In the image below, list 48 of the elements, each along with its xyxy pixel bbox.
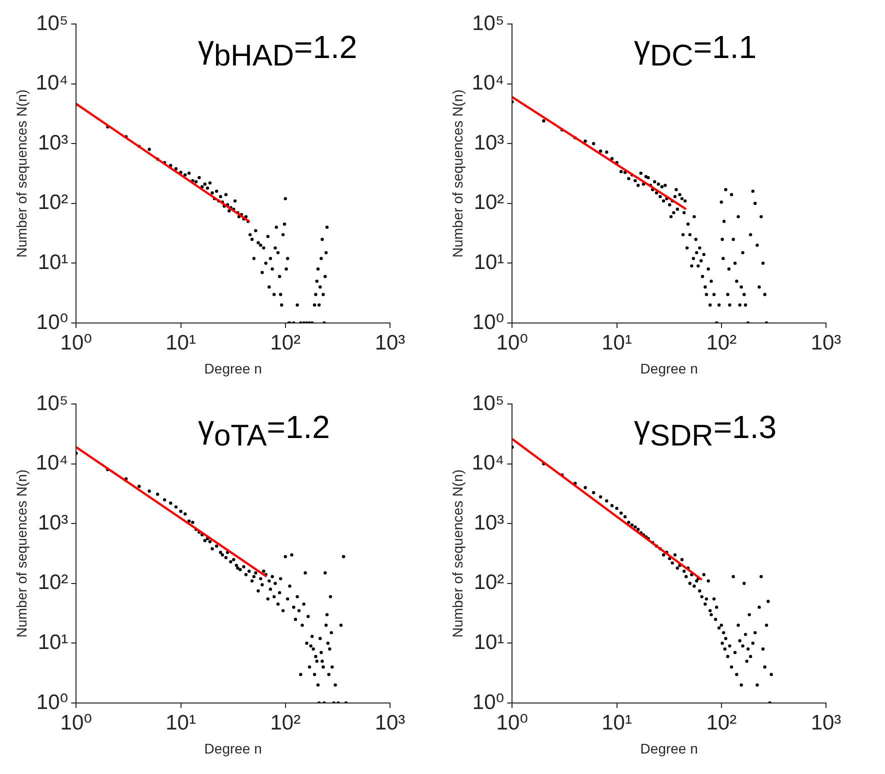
y-axis-title: Number of sequences N(n) bbox=[449, 89, 466, 258]
y-axis-title: Number of sequences N(n) bbox=[13, 89, 30, 258]
y-tick-label: 10⁰ bbox=[472, 690, 504, 714]
x-tick-label: 10¹ bbox=[166, 331, 196, 354]
y-tick-label: 10⁴ bbox=[36, 72, 68, 95]
x-tick-label: 10⁰ bbox=[496, 711, 528, 734]
y-tick-label: 10¹ bbox=[38, 630, 68, 654]
y-tick-label: 10⁴ bbox=[472, 452, 504, 475]
y-tick-label: 10² bbox=[38, 191, 68, 214]
x-tick-label: 10⁰ bbox=[60, 331, 92, 354]
y-tick-label: 10³ bbox=[474, 131, 504, 154]
x-tick-label: 10⁰ bbox=[496, 331, 528, 354]
x-tick-label: 10² bbox=[270, 331, 301, 354]
x-tick-label: 10¹ bbox=[602, 331, 632, 354]
y-tick-label: 10⁵ bbox=[36, 392, 68, 415]
y-tick-label: 10² bbox=[474, 191, 504, 214]
y-tick-label: 10⁵ bbox=[472, 12, 504, 35]
x-tick-label: 10² bbox=[706, 331, 737, 354]
x-axis-title: Degree n bbox=[204, 360, 262, 376]
y-tick-label: 10⁰ bbox=[36, 310, 68, 334]
y-tick-label: 10¹ bbox=[474, 630, 504, 654]
y-tick-label: 10¹ bbox=[38, 250, 68, 274]
x-axis-title: Degree n bbox=[640, 740, 698, 756]
x-tick-label: 10⁰ bbox=[60, 711, 92, 734]
x-tick-label: 10¹ bbox=[602, 711, 632, 734]
y-tick-label: 10⁵ bbox=[36, 12, 68, 35]
x-tick-label: 10³ bbox=[374, 331, 406, 354]
y-axis-title: Number of sequences N(n) bbox=[449, 469, 466, 638]
y-tick-label: 10⁰ bbox=[36, 690, 68, 714]
x-axis-title: Degree n bbox=[640, 360, 698, 376]
x-tick-label: 10² bbox=[270, 711, 301, 734]
y-tick-label: 10³ bbox=[474, 511, 504, 534]
x-tick-label: 10³ bbox=[374, 711, 406, 734]
y-tick-label: 10⁴ bbox=[472, 72, 504, 95]
y-tick-label: 10³ bbox=[38, 131, 68, 154]
x-tick-label: 10³ bbox=[810, 331, 842, 354]
y-tick-label: 10² bbox=[38, 571, 68, 594]
y-tick-label: 10² bbox=[474, 571, 504, 594]
y-tick-label: 10⁵ bbox=[472, 392, 504, 415]
y-tick-label: 10¹ bbox=[474, 250, 504, 274]
x-tick-label: 10² bbox=[706, 711, 737, 734]
x-tick-label: 10¹ bbox=[166, 711, 196, 734]
y-tick-label: 10⁴ bbox=[36, 452, 68, 475]
x-axis-title: Degree n bbox=[204, 740, 262, 756]
y-tick-label: 10³ bbox=[38, 511, 68, 534]
x-tick-label: 10³ bbox=[810, 711, 842, 734]
y-tick-label: 10⁰ bbox=[472, 310, 504, 334]
y-axis-title: Number of sequences N(n) bbox=[13, 469, 30, 638]
